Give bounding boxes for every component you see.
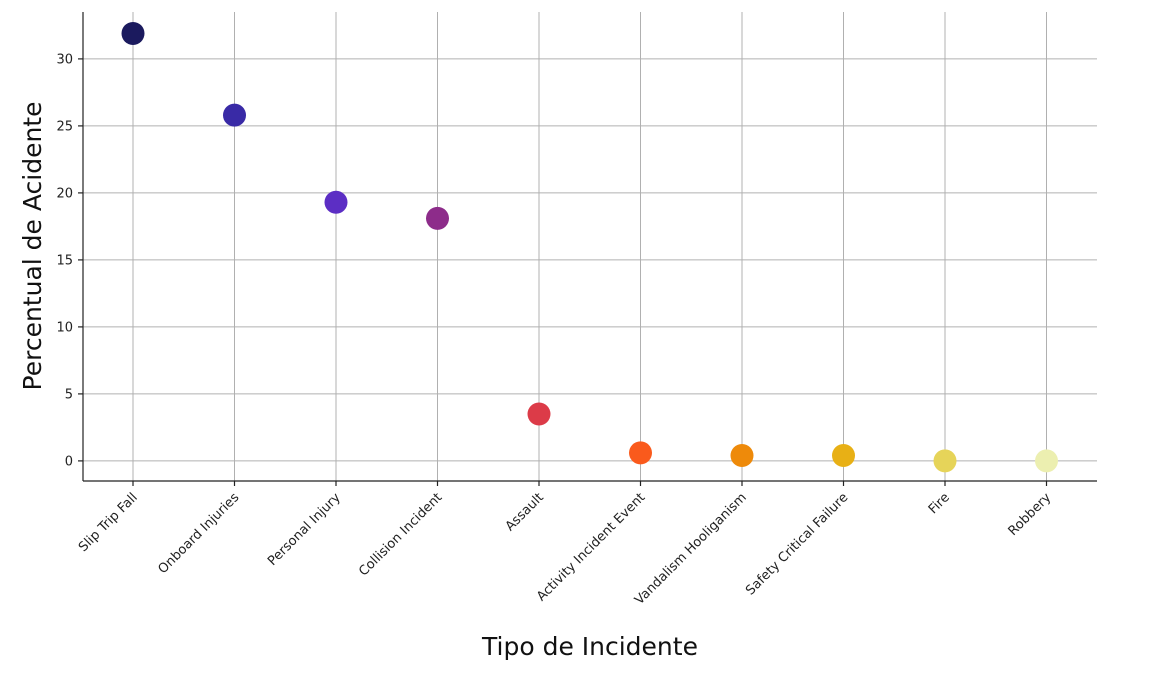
axes: [82, 12, 1097, 482]
data-point: [527, 402, 551, 426]
y-tick-label: 10: [56, 320, 73, 335]
x-tick-label: Activity Incident Event: [534, 490, 648, 604]
data-point: [223, 103, 246, 127]
x-tick-label: Assault: [503, 490, 547, 534]
data-point: [933, 449, 957, 473]
y-tick-label: 0: [65, 454, 73, 469]
x-axis-title: Tipo de Incidente: [481, 632, 698, 661]
data-point: [730, 444, 754, 468]
x-tick-label: Slip Trip Fall: [76, 490, 141, 555]
y-tick-label: 15: [56, 253, 73, 268]
x-tick-label: Robbery: [1006, 490, 1055, 539]
data-point: [121, 21, 145, 45]
data-point: [426, 206, 449, 230]
x-tick-label: Onboard Injuries: [155, 490, 242, 577]
x-ticks: Slip Trip Fall Onboard Injuries Personal I…: [76, 481, 1055, 608]
y-tick-label: 5: [65, 387, 73, 402]
x-tick-label: Collision Incident: [356, 490, 445, 579]
grid: [83, 12, 1097, 481]
y-axis-title: Percentual de Acidente: [18, 102, 47, 391]
data-point: [832, 444, 855, 468]
y-tick-label: 25: [56, 119, 73, 134]
data-point: [629, 441, 652, 465]
x-tick-label: Personal Injury: [265, 490, 344, 569]
data-point: [324, 190, 348, 214]
y-ticks: 0 5 10 15 20 25 30: [56, 52, 83, 469]
x-tick-label: Fire: [926, 490, 953, 517]
data-point: [1035, 449, 1058, 473]
x-tick-label: Vandalism Hooliganism: [632, 490, 750, 608]
y-tick-label: 20: [56, 186, 73, 201]
data-points: [121, 21, 1058, 473]
y-tick-label: 30: [56, 52, 73, 67]
x-tick-label: Safety Critical Failure: [743, 490, 851, 598]
